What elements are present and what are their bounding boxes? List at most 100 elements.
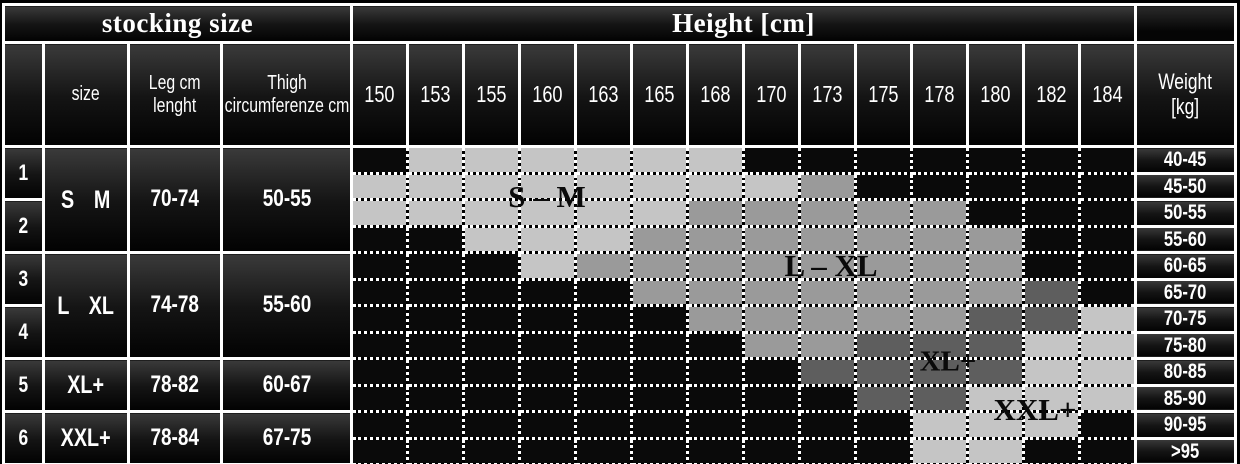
matrix-cell <box>518 357 577 387</box>
matrix-cell <box>910 198 969 228</box>
matrix-cell <box>798 277 857 308</box>
matrix-cell <box>518 410 577 440</box>
cell-text: 55-60 <box>262 291 311 319</box>
matrix-cell <box>1022 171 1081 202</box>
matrix-cell <box>742 171 801 202</box>
matrix-cell <box>574 198 633 228</box>
cell-text: 170 <box>756 80 787 107</box>
weight-col-header: Weight [kg] <box>1134 41 1238 148</box>
matrix-cell <box>1022 357 1081 387</box>
matrix-cell <box>910 436 969 464</box>
matrix-cell <box>742 277 801 308</box>
cell-text: XL+ <box>67 371 105 400</box>
matrix-cell <box>854 277 913 308</box>
matrix-cell <box>910 277 969 308</box>
cell-text: 3 <box>18 265 29 291</box>
matrix-cell <box>350 330 409 361</box>
matrix-cell <box>1022 383 1081 414</box>
matrix-cell <box>406 304 465 334</box>
height-col-header: 160 <box>518 41 577 148</box>
cell-text: 90-95 <box>1164 413 1207 437</box>
matrix-cell <box>518 224 577 255</box>
matrix-cell <box>1022 145 1081 175</box>
matrix-cell <box>966 410 1025 440</box>
leg-length-cell: 74-78 <box>127 251 223 361</box>
row-number-cell: 3 <box>2 251 45 308</box>
matrix-cell <box>686 410 745 440</box>
matrix-cell <box>574 171 633 202</box>
matrix-cell <box>462 251 521 281</box>
matrix-cell <box>630 145 689 175</box>
matrix-cell <box>350 224 409 255</box>
matrix-cell <box>854 330 913 361</box>
matrix-cell <box>406 410 465 440</box>
matrix-cell <box>518 171 577 202</box>
matrix-cell <box>854 436 913 464</box>
matrix-cell <box>686 145 745 175</box>
matrix-cell <box>574 277 633 308</box>
cell-text: 178 <box>924 80 955 107</box>
matrix-cell <box>350 410 409 440</box>
matrix-row: 85-90 <box>4 383 1238 414</box>
row-number-col-header <box>2 41 45 148</box>
cell-text: Weight [kg] <box>1158 68 1213 119</box>
matrix-cell <box>854 171 913 202</box>
matrix-cell <box>742 436 801 464</box>
matrix-cell <box>350 383 409 414</box>
matrix-cell <box>1077 145 1138 175</box>
matrix-cell <box>798 330 857 361</box>
height-col-header: 155 <box>462 41 521 148</box>
matrix-cell <box>630 224 689 255</box>
cell-text: 2 <box>18 212 29 238</box>
matrix-cell <box>686 277 745 308</box>
matrix-cell <box>574 224 633 255</box>
matrix-cell <box>574 357 633 387</box>
matrix-cell <box>462 436 521 464</box>
weight-value-cell: 65-70 <box>1134 277 1238 308</box>
left-col-header: Thigh circumferenze cm <box>220 41 353 148</box>
matrix-cell <box>742 224 801 255</box>
matrix-cell <box>1022 251 1081 281</box>
matrix-cell <box>854 304 913 334</box>
height-col-header: 153 <box>406 41 465 148</box>
cell-text: 78-84 <box>150 423 200 451</box>
row-number-cell: 5 <box>2 357 45 414</box>
matrix-cell <box>854 410 913 440</box>
weight-value-cell: 80-85 <box>1134 357 1238 387</box>
matrix-cell <box>350 171 409 202</box>
stocking-size-title: stocking size <box>2 3 353 44</box>
matrix-cell <box>686 224 745 255</box>
cell-text: 180 <box>980 80 1011 107</box>
height-col-header: 165 <box>630 41 689 148</box>
matrix-cell <box>518 198 577 228</box>
matrix-cell <box>910 330 969 361</box>
cell-text: 5 <box>18 371 29 397</box>
matrix-row: >95 <box>4 436 1238 464</box>
matrix-cell <box>1077 198 1138 228</box>
matrix-cell <box>630 357 689 387</box>
matrix-cell <box>462 224 521 255</box>
matrix-cell <box>518 383 577 414</box>
cell-text: 75-80 <box>1164 333 1207 357</box>
cell-text: 60-67 <box>262 370 311 398</box>
cell-text: 78-82 <box>150 370 200 398</box>
matrix-cell <box>742 251 801 281</box>
leg-length-cell: 78-82 <box>127 357 223 414</box>
size-cell: XL+ <box>42 357 130 414</box>
leg-length-cell: 78-84 <box>127 410 223 464</box>
matrix-cell <box>966 224 1025 255</box>
cell-text: 70-74 <box>150 185 200 213</box>
size-cell: L XL <box>42 251 130 361</box>
matrix-cell <box>518 145 577 175</box>
height-col-header: 180 <box>966 41 1025 148</box>
cell-text: 45-50 <box>1164 174 1207 198</box>
cell-text: 163 <box>588 80 619 107</box>
cell-text: 80-85 <box>1164 360 1207 384</box>
weight-value-cell: >95 <box>1134 436 1238 464</box>
matrix-cell <box>462 383 521 414</box>
matrix-row: 65-70 <box>4 277 1238 308</box>
height-col-header: 170 <box>742 41 801 148</box>
matrix-cell <box>686 198 745 228</box>
height-col-header: 182 <box>1022 41 1081 148</box>
matrix-cell <box>686 357 745 387</box>
